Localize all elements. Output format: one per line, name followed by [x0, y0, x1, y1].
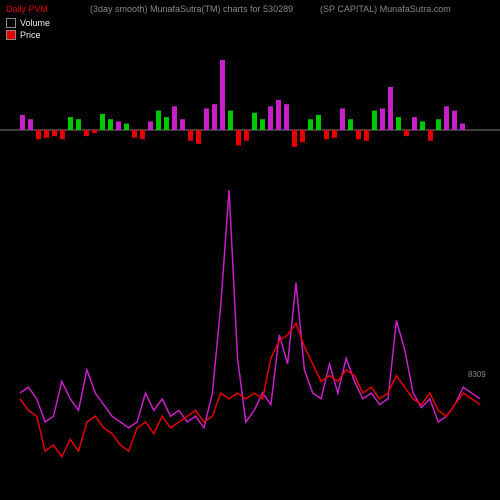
chart-canvas — [0, 0, 500, 500]
chart-container: Daily PVM (3day smooth) MunafaSutra(TM) … — [0, 0, 500, 500]
